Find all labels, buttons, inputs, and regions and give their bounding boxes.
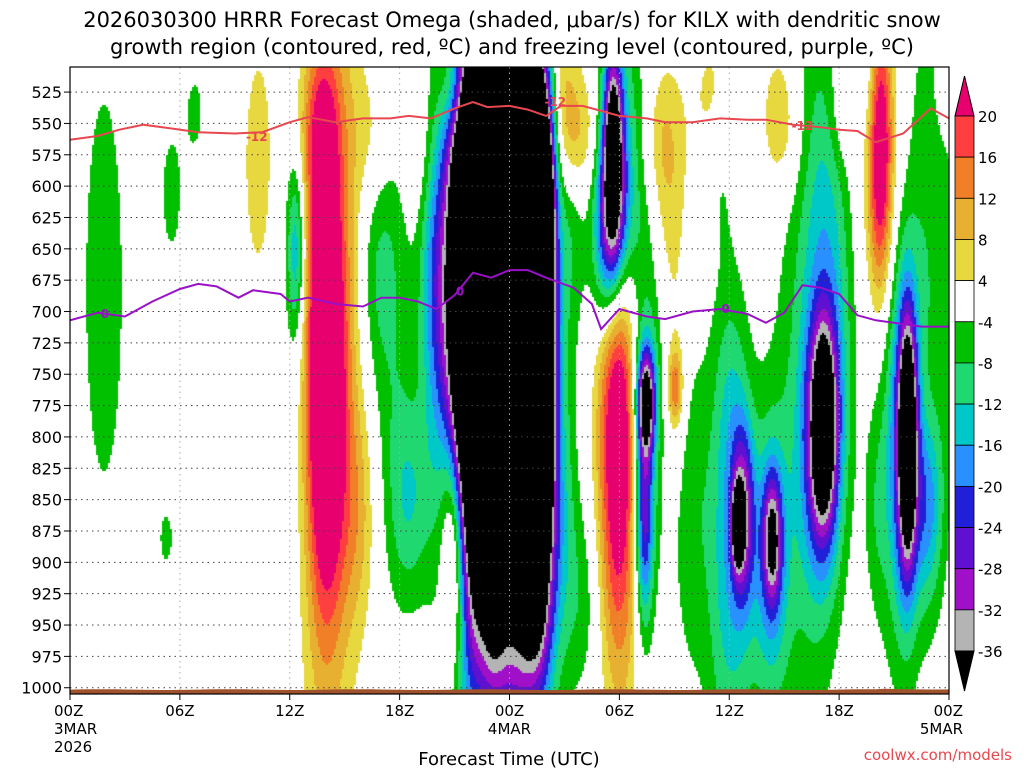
colorbar-label: 12: [978, 190, 997, 208]
colorbar-label: -4: [978, 314, 993, 332]
x-tick-year: 2026: [54, 738, 92, 756]
x-tick-label: 06Z: [165, 702, 194, 720]
colorbar-swatch: [954, 403, 975, 446]
colorbar-label: -20: [978, 478, 1003, 496]
y-tick-label: 875: [31, 522, 62, 541]
y-tick-label: 1000: [21, 679, 62, 698]
x-tick-label: 12Z: [275, 702, 304, 720]
contour-lines: -12 -12 -12 0 0 0: [70, 95, 949, 331]
contour-label: 0: [101, 307, 109, 321]
x-tick-label: 18Z: [824, 702, 853, 720]
colorbar-swatch: [954, 321, 975, 364]
colorbar-swatch: [954, 444, 975, 487]
x-tick-label: 00Z: [495, 702, 524, 720]
colorbar-swatch: [954, 485, 975, 528]
colorbar-label: -28: [978, 561, 1003, 579]
contour-label: 0: [456, 284, 464, 298]
y-tick-label: 575: [31, 146, 62, 165]
x-tick-date: 4MAR: [488, 720, 531, 738]
colorbar-label: -12: [978, 396, 1003, 414]
y-axis: 525 550 575 600 625 650 675 700 725 750 775 800 825 8…: [21, 83, 70, 698]
y-tick-label: 850: [31, 491, 62, 510]
colorbar-label: 20: [978, 108, 997, 126]
colorbar-swatch: [954, 362, 975, 405]
contour-freezing-level-0: [70, 269, 949, 331]
terrain-ground: [70, 688, 949, 694]
y-tick-label: 600: [31, 177, 62, 196]
colorbar-swatch: [954, 568, 975, 611]
colorbar-label: -24: [978, 520, 1003, 538]
x-tick-label: 00Z: [54, 702, 83, 720]
y-tick-label: 550: [31, 114, 62, 133]
colorbar-cap-top: [954, 75, 975, 117]
y-tick-label: 525: [31, 83, 62, 102]
colorbar-label: -16: [978, 437, 1003, 455]
y-tick-label: 900: [31, 553, 62, 572]
y-tick-label: 700: [31, 303, 62, 322]
y-tick-label: 950: [31, 616, 62, 635]
grid-lines: [70, 67, 949, 694]
contour-label: -12: [246, 130, 268, 144]
colorbar-cap-bottom: [954, 650, 975, 692]
colorbar-swatch: [954, 609, 975, 652]
y-tick-label: 975: [31, 647, 62, 666]
colorbar-label: -36: [978, 643, 1003, 661]
colorbar-swatch: [954, 197, 975, 240]
y-tick-label: 650: [31, 240, 62, 259]
contour-label: 0: [721, 302, 729, 316]
colorbar-swatch: [954, 156, 975, 199]
contour-label: -12: [792, 119, 814, 133]
y-tick-label: 725: [31, 334, 62, 353]
colorbar-swatch: [954, 280, 975, 323]
colorbar-swatch: [954, 115, 975, 158]
colorbar-swatch: [954, 527, 975, 570]
colorbar-label: -8: [978, 355, 993, 373]
contour-label: -12: [544, 95, 566, 109]
colorbar-label: -32: [978, 602, 1003, 620]
y-tick-label: 775: [31, 397, 62, 416]
colorbar-swatch: [954, 239, 975, 282]
x-tick-label: 18Z: [385, 702, 414, 720]
colorbar-label: 8: [978, 231, 988, 249]
x-axis-label: Forecast Time (UTC): [418, 749, 599, 768]
colorbar-label: 16: [978, 149, 997, 167]
y-tick-label: 800: [31, 428, 62, 447]
chart-title-line2: growth region (contoured, red, ºC) and f…: [110, 35, 914, 59]
x-tick-date: 5MAR: [920, 720, 963, 738]
y-tick-label: 750: [31, 365, 62, 384]
colorbar-label: 4: [978, 273, 988, 291]
y-tick-label: 825: [31, 459, 62, 478]
x-tick-label: 00Z: [934, 702, 963, 720]
x-tick-date: 3MAR: [54, 720, 97, 738]
y-tick-label: 625: [31, 208, 62, 227]
chart-title-line1: 2026030300 HRRR Forecast Omega (shaded, …: [83, 8, 941, 32]
x-tick-label: 06Z: [605, 702, 634, 720]
contour-dendritic-growth-minus12: [70, 101, 949, 144]
x-tick-label: 12Z: [715, 702, 744, 720]
y-tick-label: 675: [31, 271, 62, 290]
colorbar-legend: 20 16 12 8 4 -4 -8 -12 -16 -20 -24 -28 -32 -36: [954, 75, 1003, 692]
y-tick-label: 925: [31, 585, 62, 604]
credit-text: coolwx.com/models: [864, 746, 1012, 764]
